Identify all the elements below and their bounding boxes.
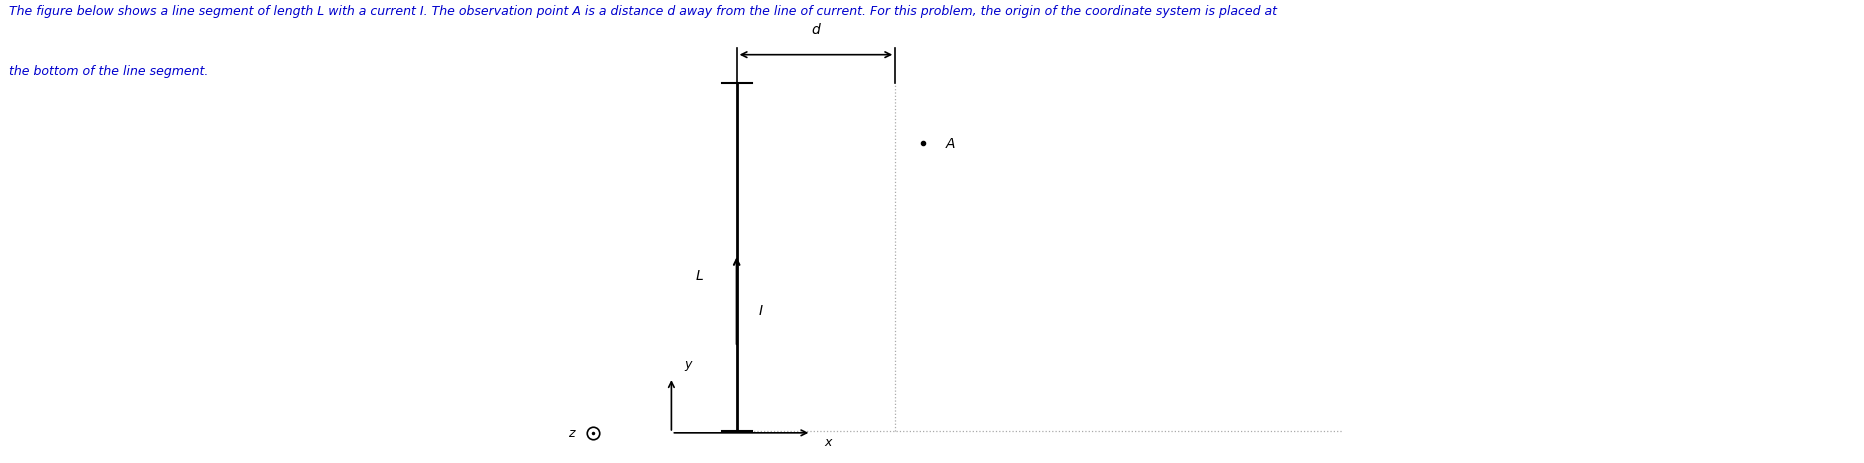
Text: I: I: [759, 303, 762, 317]
Text: A: A: [945, 137, 954, 150]
Text: x: x: [824, 435, 831, 448]
Text: the bottom of the line segment.: the bottom of the line segment.: [9, 65, 209, 78]
Text: d: d: [811, 23, 820, 37]
Text: The figure below shows a line segment of length L with a current I. The observat: The figure below shows a line segment of…: [9, 5, 1277, 18]
Text: L: L: [695, 269, 703, 282]
Text: y: y: [684, 357, 692, 370]
Text: z: z: [569, 426, 574, 439]
